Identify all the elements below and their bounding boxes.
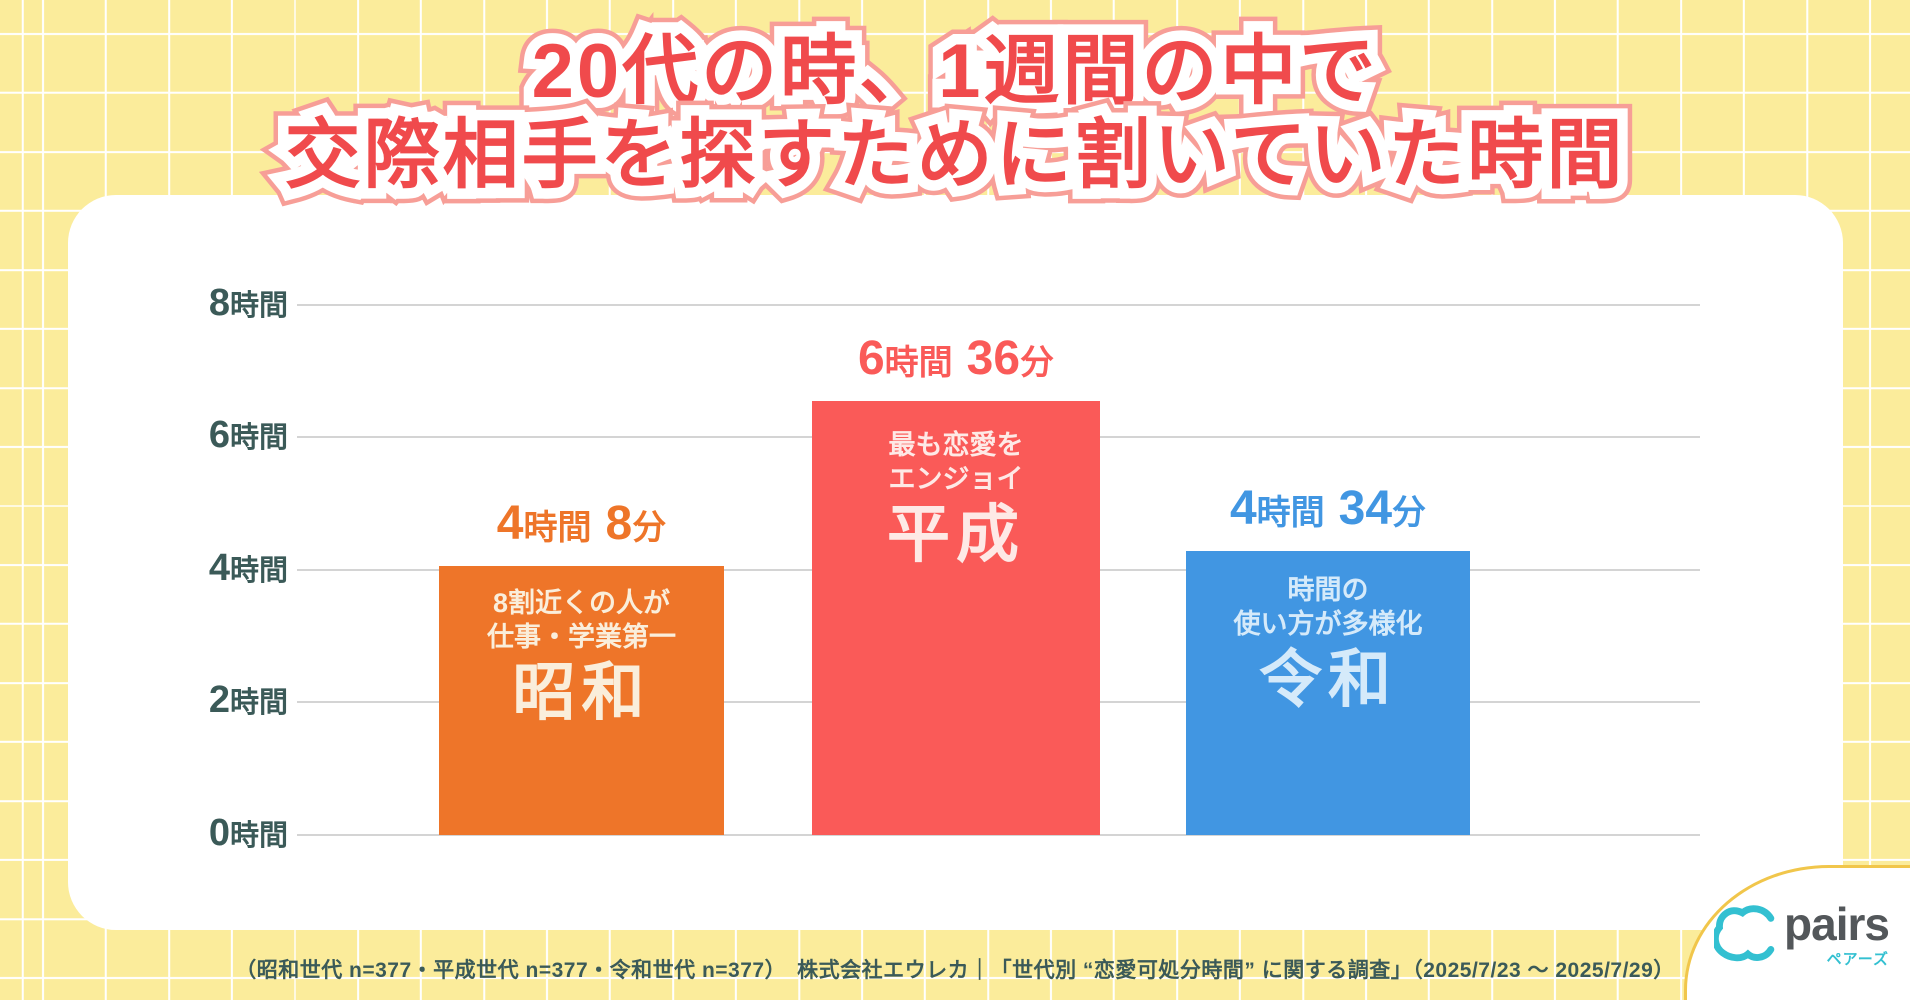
- pairs-logo-text: pairs ペアーズ: [1784, 898, 1890, 969]
- value-label-showa: 4時間 8分: [439, 496, 724, 551]
- cloud-icon: [1712, 903, 1780, 968]
- value-reiwa-minutes: 34: [1338, 482, 1393, 535]
- value-heisei-minutes: 36: [966, 332, 1021, 385]
- bar-reiwa-era-label: 令和: [1259, 645, 1397, 715]
- y-tick-4h: 4 時間: [148, 547, 288, 595]
- title-line-2-outline-white: 交際相手を探すために割いていた時間: [274, 103, 1633, 208]
- pairs-brand-name: pairs: [1784, 898, 1890, 950]
- y-tick-0h: 0 時間: [148, 812, 288, 860]
- y-tick-4h-unit: 時間: [229, 555, 288, 587]
- value-label-heisei: 6時間 36分: [812, 331, 1100, 386]
- pairs-kana-label: ペアーズ: [1826, 951, 1889, 968]
- bar-heisei: 最も恋愛を エンジョイ 平成: [812, 401, 1100, 835]
- bar-heisei-caption-1: 最も恋愛を: [888, 430, 1024, 460]
- value-reiwa-hours-unit: 時間: [1256, 494, 1325, 532]
- value-heisei-hours-unit: 時間: [884, 344, 953, 382]
- value-reiwa-minutes-unit: 分: [1392, 494, 1427, 532]
- value-heisei-minutes-unit: 分: [1020, 344, 1055, 382]
- title-line-2: 交際相手を探すために割いていた時間 交際相手を探すために割いていた時間 交際相手…: [0, 99, 1910, 213]
- gridline-0h: [297, 834, 1700, 836]
- bar-reiwa: 時間の 使い方が多様化 令和: [1186, 551, 1470, 835]
- y-tick-2h: 2 時間: [148, 679, 288, 727]
- value-showa-minutes: 8: [605, 497, 633, 550]
- bar-reiwa-caption-1: 時間の: [1287, 575, 1369, 605]
- title-line-2-outline-pink: 交際相手を探すために割いていた時間: [270, 99, 1638, 213]
- title-line-1-text: 20代の時、1週間の中で: [531, 29, 1379, 114]
- y-tick-8h-number: 8: [208, 282, 230, 324]
- bar-showa-caption-1: 8割近くの人が: [492, 588, 671, 618]
- bar-heisei-caption-2: エンジョイ: [888, 464, 1024, 494]
- value-showa-hours: 4: [496, 497, 524, 550]
- gridline-8h: [297, 304, 1700, 306]
- title-line-1-outline-pink: 20代の時、1週間の中で: [517, 15, 1391, 129]
- y-tick-2h-number: 2: [208, 679, 230, 721]
- y-tick-6h-number: 6: [208, 414, 230, 456]
- bar-showa-caption-2: 仕事・学業第一: [487, 622, 676, 652]
- title-line-2-text: 交際相手を探すために割いていた時間: [284, 113, 1626, 198]
- value-showa-minutes-unit: 分: [632, 509, 667, 547]
- y-tick-6h: 6 時間: [148, 414, 288, 462]
- y-tick-0h-unit: 時間: [229, 820, 288, 852]
- title-line-1: 20代の時、1週間の中で 20代の時、1週間の中で 20代の時、1週間の中で: [0, 15, 1910, 129]
- title-line-1-outline-white: 20代の時、1週間の中で: [521, 19, 1386, 124]
- y-tick-2h-unit: 時間: [229, 687, 288, 719]
- y-tick-0h-number: 0: [208, 812, 230, 854]
- bar-heisei-era-label: 平成: [887, 500, 1025, 570]
- value-showa-hours-unit: 時間: [523, 509, 592, 547]
- y-tick-8h-unit: 時間: [229, 290, 288, 322]
- bar-showa: 8割近くの人が 仕事・学業第一 昭和: [439, 566, 724, 835]
- value-label-reiwa: 4時間 34分: [1186, 481, 1470, 536]
- value-heisei-hours: 6: [857, 332, 885, 385]
- pairs-logo: pairs ペアーズ: [1712, 898, 1890, 969]
- bar-showa-era-label: 昭和: [512, 658, 651, 728]
- y-tick-8h: 8 時間: [148, 282, 288, 330]
- bar-reiwa-caption-2: 使い方が多様化: [1233, 609, 1423, 639]
- source-note: （昭和世代 n=377・平成世代 n=377・令和世代 n=377） 株式会社エ…: [235, 959, 1675, 982]
- page-title: 20代の時、1週間の中で 20代の時、1週間の中で 20代の時、1週間の中で 交…: [0, 15, 1910, 213]
- y-tick-6h-unit: 時間: [229, 422, 288, 454]
- y-tick-4h-number: 4: [208, 547, 230, 589]
- value-reiwa-hours: 4: [1229, 482, 1257, 535]
